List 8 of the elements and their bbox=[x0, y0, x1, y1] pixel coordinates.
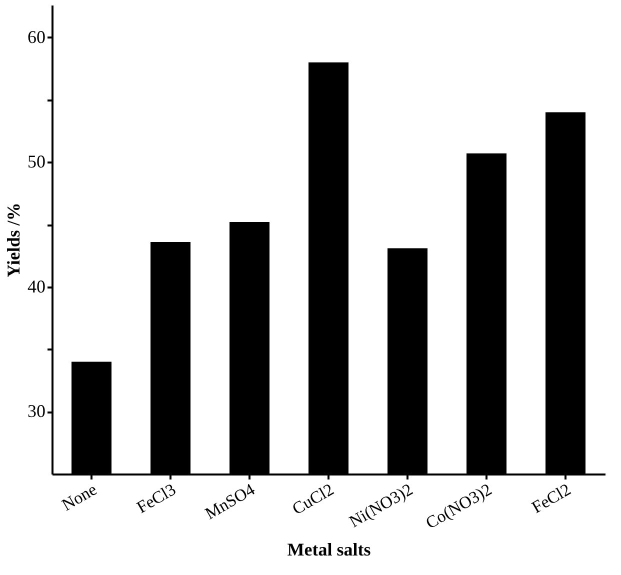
x-axis-title: Metal salts bbox=[287, 540, 371, 560]
y-axis-title: Yields /% bbox=[4, 202, 24, 278]
x-tick-label: CuCl2 bbox=[289, 480, 337, 518]
y-tick-label: 30 bbox=[28, 401, 46, 422]
y-tick-label: 50 bbox=[28, 152, 46, 172]
x-tick-label: None bbox=[58, 480, 100, 515]
y-tick-label: 40 bbox=[28, 276, 46, 296]
y-tick-label: 60 bbox=[28, 26, 46, 47]
